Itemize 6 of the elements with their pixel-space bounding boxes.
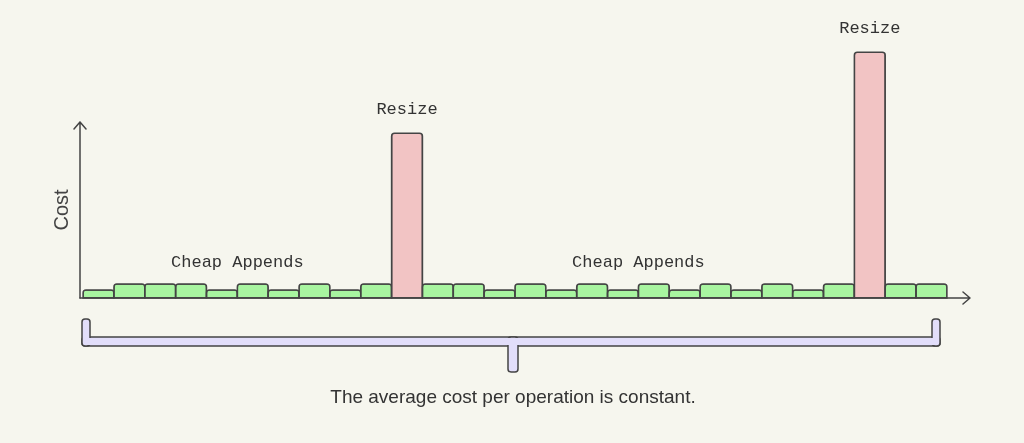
y-axis-title: Cost	[50, 189, 72, 231]
annotation: Resize	[376, 100, 438, 120]
annotation: Cheap Appends	[572, 253, 705, 272]
annotation: Cheap Appends	[171, 253, 304, 272]
annotation: Resize	[839, 19, 901, 39]
text: The average cost per operation is constant.	[330, 386, 696, 407]
